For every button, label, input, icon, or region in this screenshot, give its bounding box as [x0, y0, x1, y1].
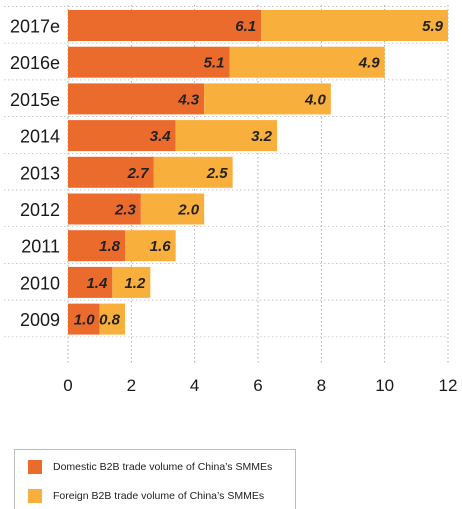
bar-segment [68, 193, 141, 225]
bar-segment [68, 303, 100, 335]
category-label: 2010 [20, 273, 60, 293]
data-label: 2.3 [114, 202, 137, 219]
category-label: 2011 [21, 237, 60, 257]
x-axis-ticks: 0 2 4 6 8 10 12 [63, 376, 457, 395]
bar-segment [68, 266, 113, 298]
bars [68, 10, 448, 335]
bar-segment [204, 83, 331, 115]
legend-item-domestic: Domestic B2B trade volume of China’s SMM… [28, 460, 272, 474]
bar-segment [99, 303, 125, 335]
legend-swatch-domestic [28, 460, 42, 474]
bar-segment [68, 46, 230, 78]
category-label: 2017e [10, 17, 60, 37]
bar-segment [68, 83, 205, 115]
bar-segment [68, 230, 125, 262]
bar-segment [68, 10, 262, 41]
x-tick-label: 2 [127, 376, 136, 395]
bar-segment [112, 266, 151, 298]
legend-item-foreign: Foreign B2B trade volume of China’s SMME… [28, 489, 264, 503]
data-label: 1.2 [124, 275, 146, 292]
data-label: 3.4 [150, 128, 172, 145]
data-label: 4.3 [177, 91, 200, 108]
category-labels: 2017e 2016e 2015e 2014 2013 2012 2011 2010 2009 [10, 17, 60, 331]
bar-segment [175, 120, 277, 152]
legend: Domestic B2B trade volume of China’s SMM… [14, 449, 296, 509]
bar-segment [153, 156, 233, 188]
bar-segment [68, 120, 176, 152]
data-label: 1.4 [86, 275, 108, 292]
data-label: 2.7 [127, 165, 150, 182]
data-label: 5.9 [422, 18, 444, 35]
bar-segment [229, 46, 385, 78]
bar-segment [125, 230, 176, 262]
data-label: 4.9 [358, 55, 381, 72]
data-label: 1.8 [99, 238, 121, 255]
bar-segment [140, 193, 205, 225]
category-label: 2012 [20, 200, 60, 220]
legend-swatch-foreign [28, 489, 42, 503]
category-label: 2015e [10, 90, 60, 110]
x-tick-label: 0 [63, 376, 72, 395]
x-tick-label: 8 [317, 376, 326, 395]
stacked-bar-chart: 6.1 5.9 5.1 4.9 4.3 4.0 3.4 3.2 2.7 2.5 2.3 2.0 1.8 1… [4, 5, 457, 395]
bar-segment [261, 10, 448, 41]
data-label: 5.1 [204, 55, 225, 72]
category-label: 2013 [20, 163, 60, 183]
category-label: 2009 [20, 310, 60, 330]
category-label: 2016e [10, 53, 60, 73]
data-label: 3.2 [251, 128, 273, 145]
bar-segment [68, 156, 154, 188]
data-label: 2.5 [206, 165, 229, 182]
data-labels: 6.1 5.9 5.1 4.9 4.3 4.0 3.4 3.2 2.7 2.5 2.3 2.0 1.8 1… [74, 18, 444, 329]
data-label: 4.0 [304, 91, 327, 108]
legend-label-foreign: Foreign B2B trade volume of China’s SMME… [53, 490, 265, 502]
data-label: 2.0 [177, 202, 200, 219]
x-tick-label: 4 [190, 376, 199, 395]
x-tick-label: 10 [375, 376, 394, 395]
x-tick-label: 12 [439, 376, 458, 395]
x-tick-label: 6 [253, 376, 262, 395]
legend-label-domestic: Domestic B2B trade volume of China’s SMM… [53, 461, 273, 473]
data-label: 1.6 [150, 238, 172, 255]
data-label: 6.1 [235, 18, 256, 35]
category-label: 2014 [20, 127, 60, 147]
data-label: 1.0 [74, 312, 96, 329]
data-label: 0.8 [99, 312, 121, 329]
